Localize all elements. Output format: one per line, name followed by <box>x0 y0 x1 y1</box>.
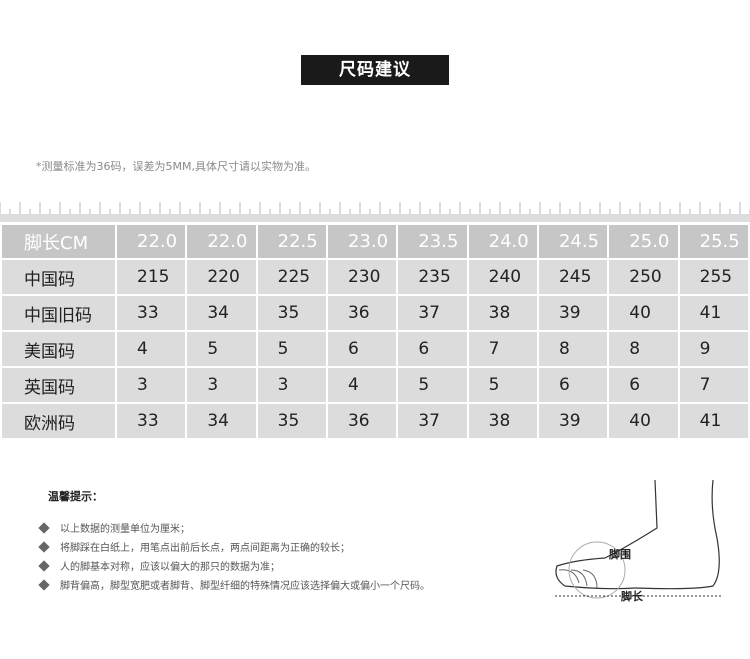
size-cell: 41 <box>677 402 750 440</box>
size-cell: 37 <box>396 294 469 332</box>
ruler-decoration <box>0 202 750 222</box>
size-cell: 245 <box>536 258 610 296</box>
measurement-note: *测量标准为36码，误差为5MM,具体尺寸请以实物为准。 <box>36 160 316 173</box>
size-cell: 225 <box>255 258 328 296</box>
size-cell: 33 <box>114 402 188 440</box>
tip-item: 将脚踩在白纸上，用笔点出前后长点，两点间距离为正确的较长； <box>38 537 430 556</box>
size-cell: 3 <box>114 366 188 404</box>
size-cell: 240 <box>466 258 539 296</box>
size-cell: 4 <box>114 330 188 368</box>
size-cell: 37 <box>396 402 469 440</box>
size-cell: 7 <box>466 330 539 368</box>
diamond-bullet-icon <box>38 578 50 591</box>
size-cell: 23.0 <box>325 223 399 260</box>
size-cell: 34 <box>185 402 258 440</box>
size-cell: 23.5 <box>396 223 469 260</box>
size-cell: 35 <box>255 402 328 440</box>
size-cell: 255 <box>677 258 750 296</box>
size-cell: 41 <box>677 294 750 332</box>
row-label: 中国码 <box>0 258 117 296</box>
diamond-bullet-icon <box>38 559 50 572</box>
length-label: 脚长 <box>621 589 644 603</box>
size-cell: 250 <box>607 258 680 296</box>
size-cell: 6 <box>325 330 399 368</box>
table-row: 英国码 3 3 3 4 5 5 6 6 7 <box>0 366 750 404</box>
size-cell: 220 <box>185 258 258 296</box>
size-cell: 24.5 <box>536 223 610 260</box>
table-row: 中国旧码 33 34 35 36 37 38 39 40 41 <box>0 294 750 332</box>
size-cell: 3 <box>185 366 258 404</box>
size-cell: 24.0 <box>466 223 539 260</box>
tip-item: 以上数据的测量单位为厘米； <box>38 518 430 537</box>
size-cell: 5 <box>185 330 258 368</box>
tip-item: 人的脚基本对称，应该以偏大的那只的数据为准； <box>38 556 430 575</box>
row-label: 中国旧码 <box>0 294 117 332</box>
size-cell: 39 <box>536 402 610 440</box>
size-cell: 8 <box>607 330 680 368</box>
size-cell: 25.0 <box>607 223 680 260</box>
size-cell: 22.0 <box>185 223 258 260</box>
diamond-bullet-icon <box>38 521 50 534</box>
size-cell: 40 <box>607 402 680 440</box>
size-cell: 215 <box>114 258 188 296</box>
table-row: 欧洲码 33 34 35 36 37 38 39 40 41 <box>0 402 750 440</box>
size-cell: 8 <box>536 330 610 368</box>
size-cell: 36 <box>325 294 399 332</box>
page-title: 尺码建议 <box>301 55 449 85</box>
size-cell: 38 <box>466 402 539 440</box>
size-cell: 6 <box>396 330 469 368</box>
tip-item: 脚背偏高，脚型宽肥或者脚背、脚型纤细的特殊情况应该选择偏大或偏小一个尺码。 <box>38 575 430 594</box>
girth-label: 脚围 <box>609 547 631 561</box>
size-cell: 22.5 <box>255 223 328 260</box>
size-cell: 7 <box>677 366 750 404</box>
size-cell: 5 <box>255 330 328 368</box>
size-cell: 22.0 <box>114 223 188 260</box>
tips-heading: 温馨提示： <box>48 490 103 503</box>
table-row: 中国码 215 220 225 230 235 240 245 250 255 <box>0 258 750 296</box>
size-cell: 6 <box>607 366 680 404</box>
size-cell: 38 <box>466 294 539 332</box>
size-cell: 35 <box>255 294 328 332</box>
size-cell: 235 <box>396 258 469 296</box>
tips-section: 温馨提示： 以上数据的测量单位为厘米； 将脚踩在白纸上，用笔点出前后长点，两点间… <box>38 488 430 594</box>
header-row: 脚长CM 22.0 22.0 22.5 23.0 23.5 24.0 24.5 25.0 25.5 <box>0 223 750 260</box>
size-cell: 39 <box>536 294 610 332</box>
size-cell: 4 <box>325 366 399 404</box>
size-cell: 230 <box>325 258 399 296</box>
size-cell: 5 <box>396 366 469 404</box>
size-cell: 6 <box>536 366 610 404</box>
size-cell: 3 <box>255 366 328 404</box>
size-cell: 25.5 <box>677 223 750 260</box>
size-cell: 36 <box>325 402 399 440</box>
row-label: 英国码 <box>0 366 117 404</box>
row-label: 美国码 <box>0 330 117 368</box>
size-table: 脚长CM 22.0 22.0 22.5 23.0 23.5 24.0 24.5 25.0 25.5… <box>0 223 750 440</box>
size-cell: 40 <box>607 294 680 332</box>
size-cell: 34 <box>185 294 258 332</box>
size-cell: 5 <box>466 366 539 404</box>
diamond-bullet-icon <box>38 540 50 553</box>
size-cell: 9 <box>677 330 750 368</box>
row-label: 脚长CM <box>0 223 117 260</box>
size-cell: 33 <box>114 294 188 332</box>
foot-diagram: 脚围 脚长 <box>555 479 723 603</box>
table-row: 美国码 4 5 5 6 6 7 8 8 9 <box>0 330 750 368</box>
row-label: 欧洲码 <box>0 402 117 440</box>
